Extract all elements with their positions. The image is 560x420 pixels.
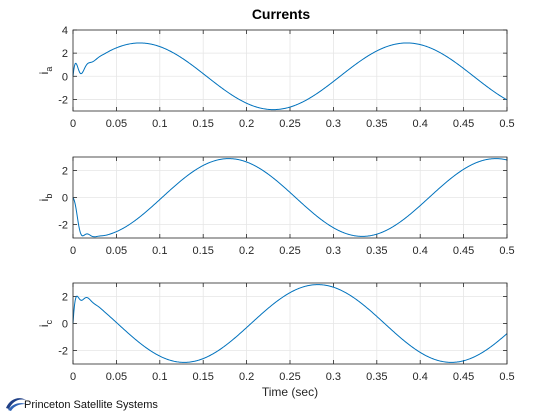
x-tick-label: 0.3 — [326, 118, 341, 130]
x-tick-label: 0.15 — [192, 245, 213, 257]
x-tick-label: 0.15 — [192, 118, 213, 130]
y-axis-label: ia — [37, 67, 54, 75]
y-tick-label: -2 — [58, 346, 68, 358]
logo-text: Princeton Satellite Systems — [24, 399, 158, 411]
x-tick-label: 0 — [70, 245, 76, 257]
x-tick-label: 0.3 — [326, 371, 341, 383]
x-tick-label: 0.4 — [413, 245, 428, 257]
y-axis-label-main: i — [37, 199, 51, 202]
x-tick-label: 0.2 — [239, 371, 254, 383]
x-tick-label: 0.25 — [279, 371, 300, 383]
y-tick-label: 2 — [62, 166, 68, 178]
x-tick-label: 0.3 — [326, 245, 341, 257]
y-axis-label-subscript: c — [44, 319, 54, 324]
x-tick-label: 0.45 — [453, 371, 474, 383]
y-tick-label: 0 — [62, 319, 68, 331]
series-line-i_b — [72, 158, 508, 238]
y-tick-label: 4 — [62, 25, 68, 37]
x-tick-label: 0.15 — [192, 371, 213, 383]
x-tick-label: 0.25 — [279, 118, 300, 130]
axes-box — [72, 156, 508, 239]
x-tick-label: 0.35 — [366, 371, 387, 383]
y-tick-label: 0 — [62, 193, 68, 205]
y-axis-label-subscript: a — [44, 67, 54, 72]
x-tick-label: 0.25 — [279, 245, 300, 257]
x-tick-label: 0.05 — [106, 245, 127, 257]
x-tick-label: 0.1 — [152, 245, 167, 257]
axes-box — [72, 29, 508, 112]
x-tick-label: 0.05 — [106, 118, 127, 130]
x-tick-label: 0.45 — [453, 245, 474, 257]
x-tick-label: 0.4 — [413, 118, 428, 130]
subplot-i_c: 0 0.05 0.1 0.15 0.2 0.25 0.3 0.35 0.4 0.45 0.5 2 0 -2… — [37, 282, 515, 383]
company-logo: Princeton Satellite Systems — [4, 394, 158, 418]
x-tick-label: 0.35 — [366, 118, 387, 130]
subplot-i_b: 0 0.05 0.1 0.15 0.2 0.25 0.3 0.35 0.4 0.45 0.5 2 0 -2… — [37, 156, 515, 257]
y-tick-label: -2 — [58, 94, 68, 106]
y-tick-label: -2 — [58, 220, 68, 232]
y-axis-label: ic — [37, 319, 54, 327]
y-tick-label: 2 — [62, 48, 68, 60]
x-tick-label: 0.05 — [106, 371, 127, 383]
subplots: 0 0.05 0.1 0.15 0.2 0.25 0.3 0.35 0.4 0.45 0.5420-… — [37, 25, 515, 383]
x-tick-label: 0.5 — [499, 371, 514, 383]
swoosh-icon — [6, 398, 26, 411]
x-tick-label: 0.1 — [152, 118, 167, 130]
axes-box — [72, 282, 508, 365]
x-tick-label: 0.5 — [499, 245, 514, 257]
x-tick-label: 0.2 — [239, 118, 254, 130]
y-axis-label-subscript: b — [44, 194, 54, 199]
x-tick-label: 0.1 — [152, 371, 167, 383]
x-tick-label: 0.4 — [413, 371, 428, 383]
x-tick-label: 0.45 — [453, 118, 474, 130]
x-tick-label: 0.5 — [499, 118, 514, 130]
x-axis-label: Time (sec) — [262, 385, 318, 399]
series-line-i_a — [72, 42, 508, 111]
series-line-i_c — [72, 284, 508, 363]
y-tick-label: 2 — [62, 292, 68, 304]
x-tick-label: 0 — [70, 118, 76, 130]
y-axis-label: ib — [37, 194, 54, 202]
y-tick-label: 0 — [62, 71, 68, 83]
chart-title: Currents — [252, 6, 311, 22]
subplot-i_a: 0 0.05 0.1 0.15 0.2 0.25 0.3 0.35 0.4 0.45 0.5420-… — [37, 25, 515, 130]
y-axis-label-main: i — [37, 72, 51, 75]
x-tick-label: 0.35 — [366, 245, 387, 257]
y-axis-label-main: i — [37, 324, 51, 327]
x-tick-label: 0 — [70, 371, 76, 383]
x-tick-label: 0.2 — [239, 245, 254, 257]
